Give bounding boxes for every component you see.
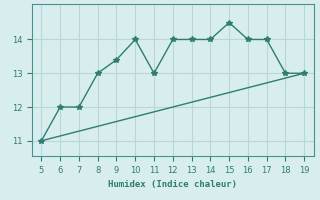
X-axis label: Humidex (Indice chaleur): Humidex (Indice chaleur) [108, 180, 237, 189]
